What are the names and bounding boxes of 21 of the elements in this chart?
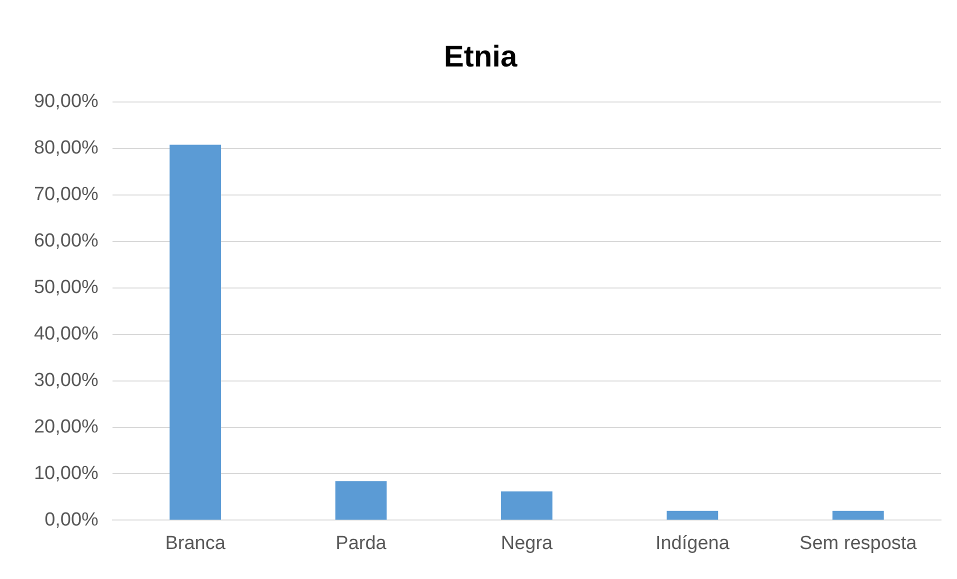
y-tick-label: 50,00% — [34, 277, 99, 298]
bar — [170, 144, 221, 520]
x-tick-label: Parda — [336, 532, 387, 554]
y-tick-label: 70,00% — [34, 184, 99, 206]
x-tick-label: Sem resposta — [800, 532, 918, 554]
y-tick-label: 60,00% — [34, 230, 99, 252]
bar — [666, 510, 718, 520]
y-tick-label: 0,00% — [44, 509, 99, 530]
chart-title: Etnia — [444, 40, 518, 74]
bar — [832, 510, 884, 520]
x-tick-label: Branca — [165, 532, 226, 554]
y-tick-label: 80,00% — [34, 138, 99, 159]
x-tick-label: Negra — [500, 532, 554, 554]
x-tick-label: Indígena — [655, 532, 730, 554]
y-tick-label: 90,00% — [34, 91, 99, 112]
y-tick-label: 20,00% — [34, 416, 99, 438]
bar — [335, 481, 387, 520]
y-tick-label: 40,00% — [34, 324, 99, 345]
y-tick-label: 10,00% — [34, 462, 99, 484]
y-tick-label: 30,00% — [34, 370, 99, 392]
bar — [501, 491, 552, 520]
